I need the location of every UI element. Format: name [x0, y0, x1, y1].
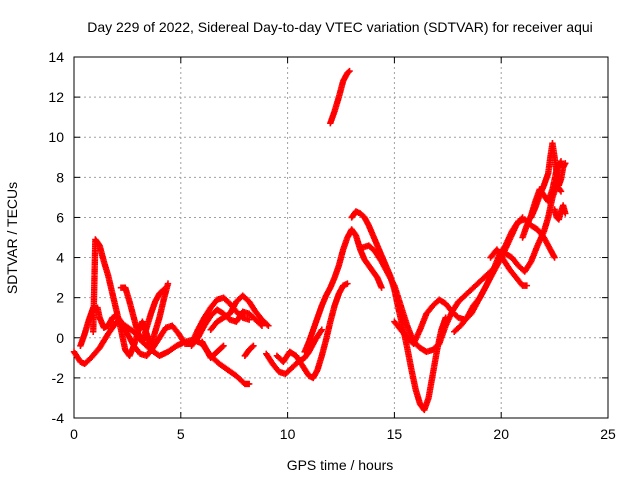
series-track-13	[348, 208, 449, 414]
y-tick-label: 4	[56, 250, 64, 266]
y-tick-label: 2	[56, 290, 64, 306]
x-tick-label: 25	[600, 426, 616, 442]
data-point	[551, 254, 558, 261]
y-tick-label: 10	[48, 129, 64, 145]
data-point	[378, 284, 385, 291]
data-point	[346, 67, 353, 75]
data-point	[265, 322, 272, 329]
y-tick-label: 6	[56, 209, 64, 225]
x-tick-label: 15	[387, 426, 403, 442]
series-track-8	[241, 342, 257, 360]
y-tick-label: -2	[52, 370, 65, 386]
data-points	[70, 67, 569, 414]
data-point	[250, 342, 257, 349]
data-point	[164, 280, 172, 287]
y-tick-label: -4	[52, 410, 65, 426]
data-point	[318, 326, 325, 333]
data-point	[249, 343, 256, 351]
data-point	[345, 68, 352, 76]
series-track-16	[451, 216, 558, 335]
data-point	[556, 186, 564, 194]
chart-title: Day 229 of 2022, Sidereal Day-to-day VTE…	[87, 19, 593, 35]
series-track-7	[198, 338, 227, 362]
data-point	[557, 188, 565, 195]
series-track-10	[273, 280, 351, 382]
series-track-1	[70, 318, 253, 388]
data-point	[344, 280, 351, 287]
data-point	[220, 342, 227, 349]
y-tick-label: 12	[48, 89, 64, 105]
data-point	[557, 158, 565, 165]
x-tick-label: 10	[280, 426, 296, 442]
data-point	[258, 322, 266, 329]
x-axis-label: GPS time / hours	[287, 457, 394, 473]
y-tick-label: 8	[56, 169, 64, 185]
plot-frame	[73, 56, 609, 419]
series-track-4	[117, 284, 167, 345]
series-track-20	[551, 202, 569, 223]
y-axis-label: SDTVAR / TECUs	[4, 182, 20, 294]
x-tick-label: 5	[177, 426, 185, 442]
data-point	[160, 286, 167, 293]
data-point	[159, 287, 166, 294]
data-point	[257, 321, 264, 328]
data-point	[562, 210, 569, 217]
series-track-11	[301, 226, 385, 356]
series-track-6	[207, 292, 272, 333]
axes: 0 5 10 15 20 25 -4 -2 0 2 4 6 8 10 12 14	[48, 49, 616, 442]
x-tick-label: 0	[70, 426, 78, 442]
data-point	[523, 282, 531, 289]
y-tick-label: 14	[48, 49, 64, 65]
series-track-17	[487, 246, 531, 289]
data-point	[219, 343, 226, 351]
series-track-21	[519, 158, 565, 241]
data-point	[245, 316, 253, 323]
data-point	[245, 380, 253, 388]
series-track-12	[327, 67, 353, 127]
gridlines	[74, 57, 608, 418]
x-tick-label: 20	[493, 426, 509, 442]
y-tick-label: 0	[56, 330, 64, 346]
data-point	[263, 321, 271, 328]
